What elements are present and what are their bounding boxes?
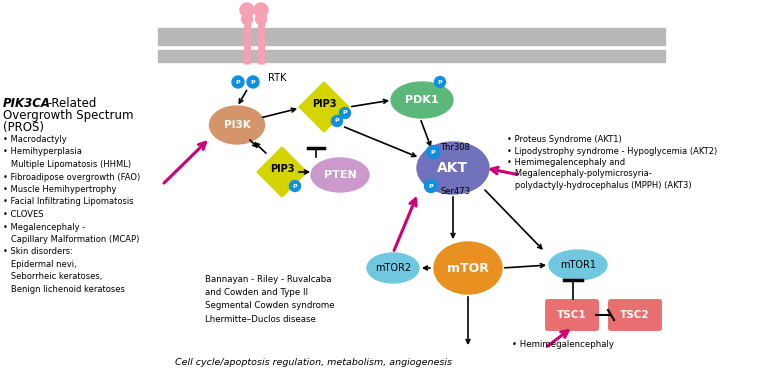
Text: PDK1: PDK1 xyxy=(405,95,439,105)
Circle shape xyxy=(425,179,437,192)
Ellipse shape xyxy=(391,82,453,118)
Text: • Lipodystrophy syndrome - Hypoglycemia (AKT2): • Lipodystrophy syndrome - Hypoglycemia … xyxy=(507,147,717,156)
Text: mTOR: mTOR xyxy=(447,261,489,275)
Ellipse shape xyxy=(209,106,265,144)
Text: Seborrheic keratoses,: Seborrheic keratoses, xyxy=(3,273,103,282)
Text: P: P xyxy=(335,119,339,123)
Text: • Hemimegalencephaly and: • Hemimegalencephaly and xyxy=(507,158,626,167)
Text: PI3K: PI3K xyxy=(223,120,251,130)
Text: Overgrowth Spectrum: Overgrowth Spectrum xyxy=(3,109,134,122)
Circle shape xyxy=(426,145,440,159)
FancyBboxPatch shape xyxy=(544,298,600,332)
Text: mTOR1: mTOR1 xyxy=(560,260,596,270)
Ellipse shape xyxy=(549,250,607,280)
Text: P: P xyxy=(236,79,240,85)
Text: (PROS): (PROS) xyxy=(3,121,44,134)
Text: P: P xyxy=(429,184,433,188)
Text: • Macrodactyly: • Macrodactyly xyxy=(3,135,67,144)
Text: RTK: RTK xyxy=(268,73,286,83)
Text: Cell cycle/apoptosis regulation, metabolism, angiogenesis: Cell cycle/apoptosis regulation, metabol… xyxy=(175,358,452,367)
FancyBboxPatch shape xyxy=(607,298,663,332)
Text: Thr308: Thr308 xyxy=(440,144,470,153)
Text: • Muscle Hemihypertrophy: • Muscle Hemihypertrophy xyxy=(3,185,117,194)
Ellipse shape xyxy=(311,158,369,192)
Circle shape xyxy=(240,3,254,17)
Text: TSC2: TSC2 xyxy=(620,310,650,320)
Text: • Fibroadipose overgrowth (FAO): • Fibroadipose overgrowth (FAO) xyxy=(3,172,140,182)
Text: • Skin disorders:: • Skin disorders: xyxy=(3,248,73,257)
Text: P: P xyxy=(293,184,297,188)
Text: Capillary Malformation (MCAP): Capillary Malformation (MCAP) xyxy=(3,235,139,244)
Text: Benign lichenoid keratoses: Benign lichenoid keratoses xyxy=(3,285,125,294)
Text: PIP3: PIP3 xyxy=(312,99,336,109)
Text: Epidermal nevi,: Epidermal nevi, xyxy=(3,260,77,269)
Text: mTOR2: mTOR2 xyxy=(375,263,411,273)
Circle shape xyxy=(289,181,300,191)
Circle shape xyxy=(331,116,342,126)
Circle shape xyxy=(434,76,446,88)
Text: • Hemihyperplasia: • Hemihyperplasia xyxy=(3,147,82,157)
Ellipse shape xyxy=(417,142,489,194)
Text: PTEN: PTEN xyxy=(324,170,356,180)
Text: PIP3: PIP3 xyxy=(270,164,294,174)
Text: AKT: AKT xyxy=(437,161,468,175)
Text: • Hemimegalencephaly: • Hemimegalencephaly xyxy=(512,340,614,349)
Text: Megalencephaly-polymicrosyria-: Megalencephaly-polymicrosyria- xyxy=(507,169,652,179)
Text: • CLOVES: • CLOVES xyxy=(3,210,44,219)
Text: • Proteus Syndrome (AKT1): • Proteus Syndrome (AKT1) xyxy=(507,135,622,144)
Circle shape xyxy=(339,107,351,119)
Text: TSC1: TSC1 xyxy=(557,310,587,320)
Circle shape xyxy=(232,76,244,88)
Ellipse shape xyxy=(434,242,502,294)
Text: Ser473: Ser473 xyxy=(441,186,471,195)
Circle shape xyxy=(254,3,268,17)
Text: -Related: -Related xyxy=(47,97,96,110)
Text: • Facial Infiltrating Lipomatosis: • Facial Infiltrating Lipomatosis xyxy=(3,197,134,207)
Text: P: P xyxy=(431,150,436,154)
Text: P: P xyxy=(342,110,347,116)
Polygon shape xyxy=(299,82,349,132)
Text: Multiple Lipomatosis (HHML): Multiple Lipomatosis (HHML) xyxy=(3,160,131,169)
Circle shape xyxy=(241,13,253,25)
Text: P: P xyxy=(251,79,255,85)
Text: Bannayan - Riley - Ruvalcaba
and Cowden and Type II
Segmental Cowden syndrome
Lh: Bannayan - Riley - Ruvalcaba and Cowden … xyxy=(205,275,335,324)
Text: polydactyly-hydrocephalus (MPPH) (AKT3): polydactyly-hydrocephalus (MPPH) (AKT3) xyxy=(507,181,692,190)
Circle shape xyxy=(255,13,267,25)
Text: P: P xyxy=(438,79,443,85)
Text: • Megalencephaly -: • Megalencephaly - xyxy=(3,223,86,232)
Polygon shape xyxy=(257,147,307,197)
Text: PIK3CA: PIK3CA xyxy=(3,97,51,110)
Ellipse shape xyxy=(367,253,419,283)
Circle shape xyxy=(247,76,259,88)
